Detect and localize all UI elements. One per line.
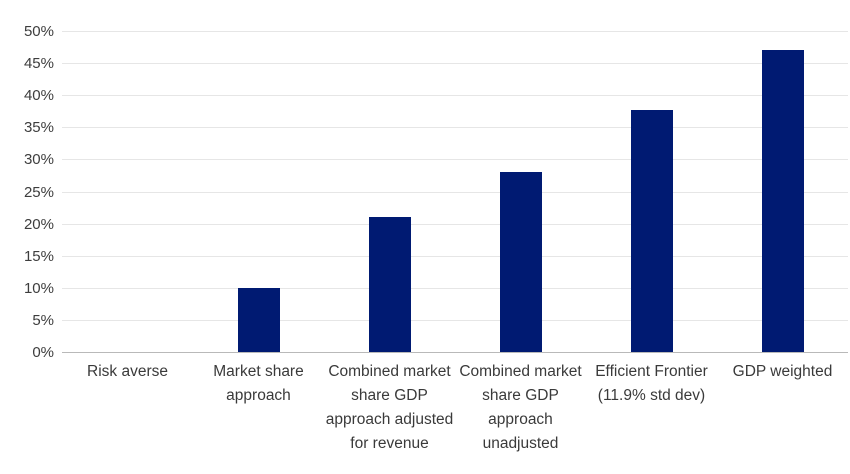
y-tick-label: 5% [32,312,54,329]
x-axis-baseline [62,352,848,353]
bar [762,50,804,352]
gridline [62,127,848,128]
gridline [62,159,848,160]
bar [238,288,280,352]
y-tick-label: 20% [23,216,54,233]
x-category-label: Efficient Frontier (11.9% std dev) [595,363,708,404]
gridline [62,31,848,32]
x-category-label: Combined market share GDP approach unadj… [459,363,582,452]
gridline [62,192,848,193]
x-category-label: Risk averse [87,363,168,380]
y-tick-label: 40% [23,87,54,104]
y-tick-label: 10% [23,280,54,297]
y-tick-label: 15% [23,248,54,265]
gridline [62,95,848,96]
bar [500,172,542,352]
bar [631,110,673,352]
x-category-label: Combined market share GDP approach adjus… [325,363,454,452]
gridline [62,224,848,225]
gridline [62,288,848,289]
y-tick-label: 35% [23,119,54,136]
y-tick-label: 45% [23,55,54,72]
y-tick-label: 0% [32,344,54,361]
bar [369,217,411,352]
x-category-label: GDP weighted [732,363,833,380]
y-tick-label: 30% [23,151,54,168]
gridline [62,63,848,64]
y-tick-label: 50% [23,23,54,40]
y-tick-label: 25% [23,184,54,201]
x-category-label: Market share approach [213,363,304,404]
gridline [62,256,848,257]
gridline [62,320,848,321]
